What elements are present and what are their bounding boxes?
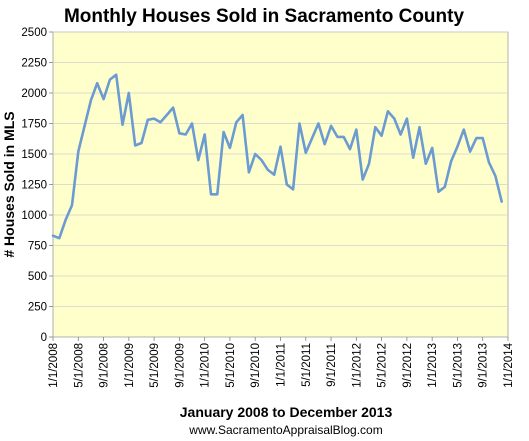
x-tick-label: 5/1/2008 — [73, 343, 85, 388]
x-tick-label: 9/1/2008 — [99, 343, 111, 388]
y-tick-label: 0 — [41, 332, 47, 344]
x-tick-label: 1/1/2014 — [503, 342, 515, 387]
x-axis-title: January 2008 to December 2013 — [180, 404, 393, 420]
chart-title: Monthly Houses Sold in Sacramento County — [64, 6, 465, 27]
y-tick-label: 2250 — [21, 58, 47, 70]
x-tick-label: 9/1/2010 — [250, 343, 262, 388]
x-tick-label: 1/1/2008 — [48, 343, 60, 388]
y-tick-label: 1250 — [21, 180, 47, 192]
x-tick-label: 9/1/2011 — [326, 343, 338, 387]
x-tick-label: 1/1/2009 — [124, 343, 136, 388]
x-tick-label: 5/1/2009 — [149, 343, 161, 388]
y-tick-label: 1500 — [21, 149, 47, 161]
x-tick-label: 5/1/2012 — [377, 343, 389, 388]
x-tick-label: 1/1/2010 — [200, 343, 212, 388]
x-tick-label: 1/1/2011 — [276, 343, 288, 387]
y-tick-label: 2500 — [21, 27, 47, 39]
x-tick-label: 1/1/2013 — [427, 343, 439, 388]
x-axis-ticks: 1/1/2008 5/1/2008 9/1/2008 1/1/2009 5/1/2009… — [48, 337, 515, 388]
footer-url: www.SacramentoAppraisalBlog.com — [188, 423, 382, 437]
x-tick-label: 9/1/2012 — [402, 343, 414, 388]
y-tick-label: 500 — [28, 271, 47, 283]
series-group — [51, 73, 504, 240]
series-line — [51, 73, 504, 240]
x-tick-label: 5/1/2010 — [225, 343, 237, 388]
y-tick-label: 750 — [28, 241, 47, 253]
x-tick-label: 1/1/2012 — [351, 343, 363, 388]
x-tick-label: 9/1/2009 — [174, 343, 186, 388]
y-tick-label: 1000 — [21, 210, 47, 222]
y-tick-label: 2000 — [21, 88, 47, 100]
y-tick-label: 250 — [28, 302, 47, 314]
y-axis-title: # Houses Sold in MLS — [1, 111, 17, 257]
y-axis-ticks: 0 250 500 750 1000 1250 1500 1750 2000 2250 2500 — [21, 27, 53, 344]
x-tick-label: 5/1/2013 — [452, 343, 464, 388]
x-tick-label: 5/1/2011 — [301, 343, 313, 387]
x-tick-label: 9/1/2013 — [478, 343, 490, 388]
y-tick-label: 1750 — [21, 119, 47, 131]
